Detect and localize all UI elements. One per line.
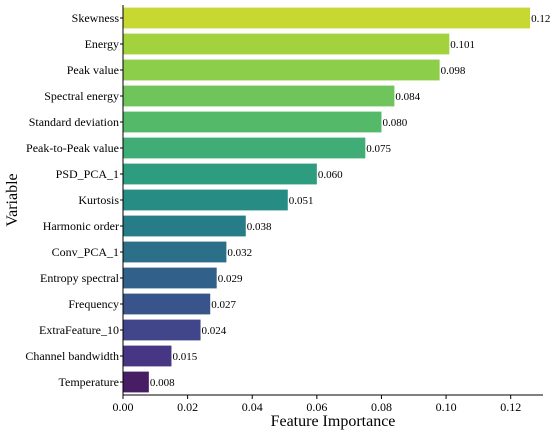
category-label: Harmonic order [43, 219, 119, 233]
category-label: PSD_PCA_1 [56, 167, 119, 181]
x-tick-label: 0.02 [177, 400, 198, 414]
bar [123, 319, 201, 341]
value-label: 0.029 [218, 273, 243, 285]
value-label: 0.101 [450, 39, 475, 51]
x-tick-label: 0.06 [306, 400, 327, 414]
value-label: 0.051 [289, 195, 314, 207]
x-tick-label: 0.04 [242, 400, 263, 414]
value-label: 0.038 [247, 221, 272, 233]
value-label: 0.024 [202, 325, 227, 337]
value-label: 0.080 [382, 117, 407, 129]
category-label: Conv_PCA_1 [52, 245, 119, 259]
category-label: Energy [85, 37, 119, 51]
y-axis-title: Variable [4, 173, 21, 226]
bar [123, 345, 172, 367]
value-label: 0.027 [211, 299, 236, 311]
bar [123, 111, 382, 133]
value-label: 0.075 [366, 143, 391, 155]
category-label: Kurtosis [78, 193, 119, 207]
bar [123, 267, 217, 289]
x-tick-label: 0.08 [371, 400, 392, 414]
value-label: 0.015 [172, 351, 197, 363]
category-label: Frequency [68, 297, 119, 311]
bar [123, 85, 395, 107]
bar [123, 189, 288, 211]
value-label: 0.084 [395, 91, 420, 103]
x-axis: 0.00 0.02 0.04 0.06 0.08 0.10 0.12 [113, 394, 543, 414]
category-label: Channel bandwidth [25, 349, 119, 363]
value-label: 0.032 [227, 247, 252, 259]
category-label: ExtraFeature_10 [39, 323, 119, 337]
x-tick-label: 0.12 [500, 400, 521, 414]
value-label: 0.060 [318, 169, 343, 181]
bar [123, 215, 246, 237]
category-label: Spectral energy [44, 89, 119, 103]
bar [123, 163, 317, 185]
bar [123, 137, 366, 159]
x-axis-title: Feature Importance [271, 413, 396, 430]
value-labels: 0.126 0.101 0.098 0.084 0.080 0.075 0.060 0.051… [150, 13, 550, 389]
category-label: Temperature [59, 375, 119, 389]
bar [123, 241, 227, 263]
x-tick-label: 0.00 [113, 400, 134, 414]
category-label: Peak-to-Peak value [26, 141, 119, 155]
x-tick-label: 0.10 [436, 400, 457, 414]
bar [123, 59, 440, 81]
category-label: Entropy spectral [40, 271, 120, 285]
value-label: 0.008 [150, 377, 175, 389]
value-label: 0.126 [531, 13, 550, 25]
value-label: 0.098 [441, 65, 466, 77]
category-label: Peak value [67, 63, 119, 77]
bar [123, 33, 450, 55]
bar [123, 371, 149, 393]
bar [123, 293, 211, 315]
category-labels: Skewness Energy Peak value Spectral energy S… [25, 11, 123, 389]
category-label: Standard deviation [29, 115, 119, 129]
category-label: Skewness [72, 11, 120, 25]
bar [123, 7, 531, 29]
bars-group [123, 7, 531, 393]
